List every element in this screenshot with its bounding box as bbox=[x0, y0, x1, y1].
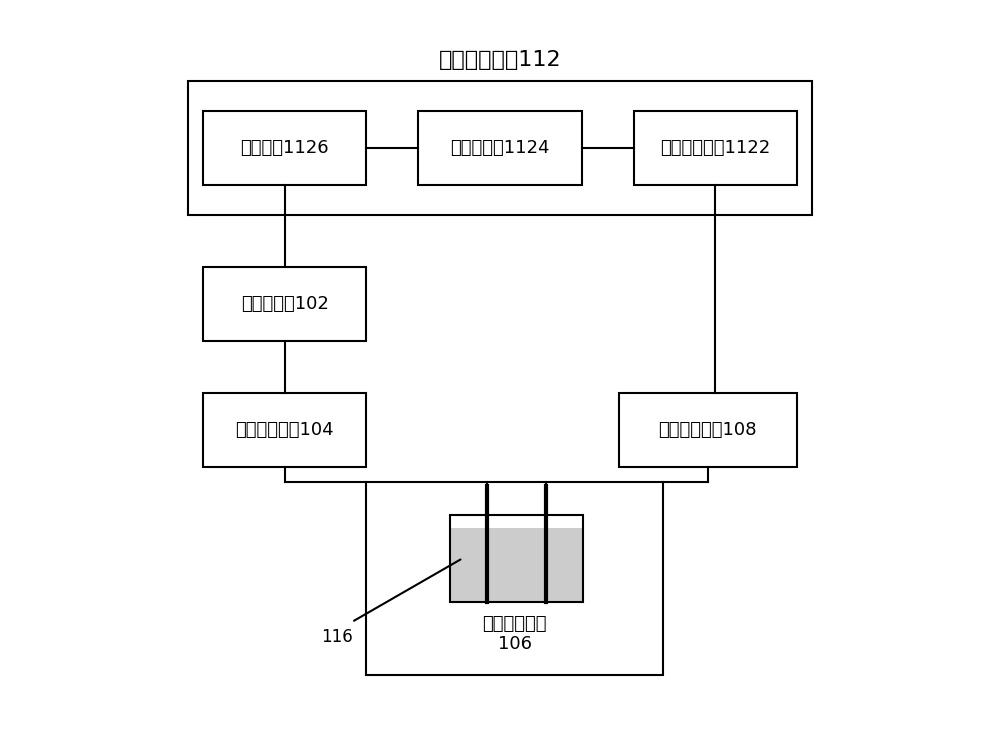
Text: 峰值检测电路1122: 峰值检测电路1122 bbox=[660, 139, 770, 157]
FancyBboxPatch shape bbox=[203, 111, 366, 185]
FancyBboxPatch shape bbox=[418, 111, 582, 185]
FancyBboxPatch shape bbox=[203, 267, 366, 341]
FancyBboxPatch shape bbox=[188, 81, 812, 215]
Text: 信号处理电路112: 信号处理电路112 bbox=[439, 50, 561, 70]
FancyBboxPatch shape bbox=[619, 393, 797, 467]
Text: 微处理器1126: 微处理器1126 bbox=[240, 139, 329, 157]
FancyBboxPatch shape bbox=[634, 111, 797, 185]
Text: 测试电极单元
106: 测试电极单元 106 bbox=[483, 615, 547, 653]
Text: 方波发生源102: 方波发生源102 bbox=[241, 295, 329, 313]
Text: 116: 116 bbox=[321, 628, 353, 646]
FancyBboxPatch shape bbox=[203, 393, 366, 467]
Text: 电流检测电路108: 电流检测电路108 bbox=[659, 421, 757, 439]
Text: 模数转换器1124: 模数转换器1124 bbox=[450, 139, 550, 157]
FancyBboxPatch shape bbox=[450, 528, 583, 602]
FancyBboxPatch shape bbox=[366, 482, 663, 675]
Text: 第一滤波电路104: 第一滤波电路104 bbox=[235, 421, 334, 439]
